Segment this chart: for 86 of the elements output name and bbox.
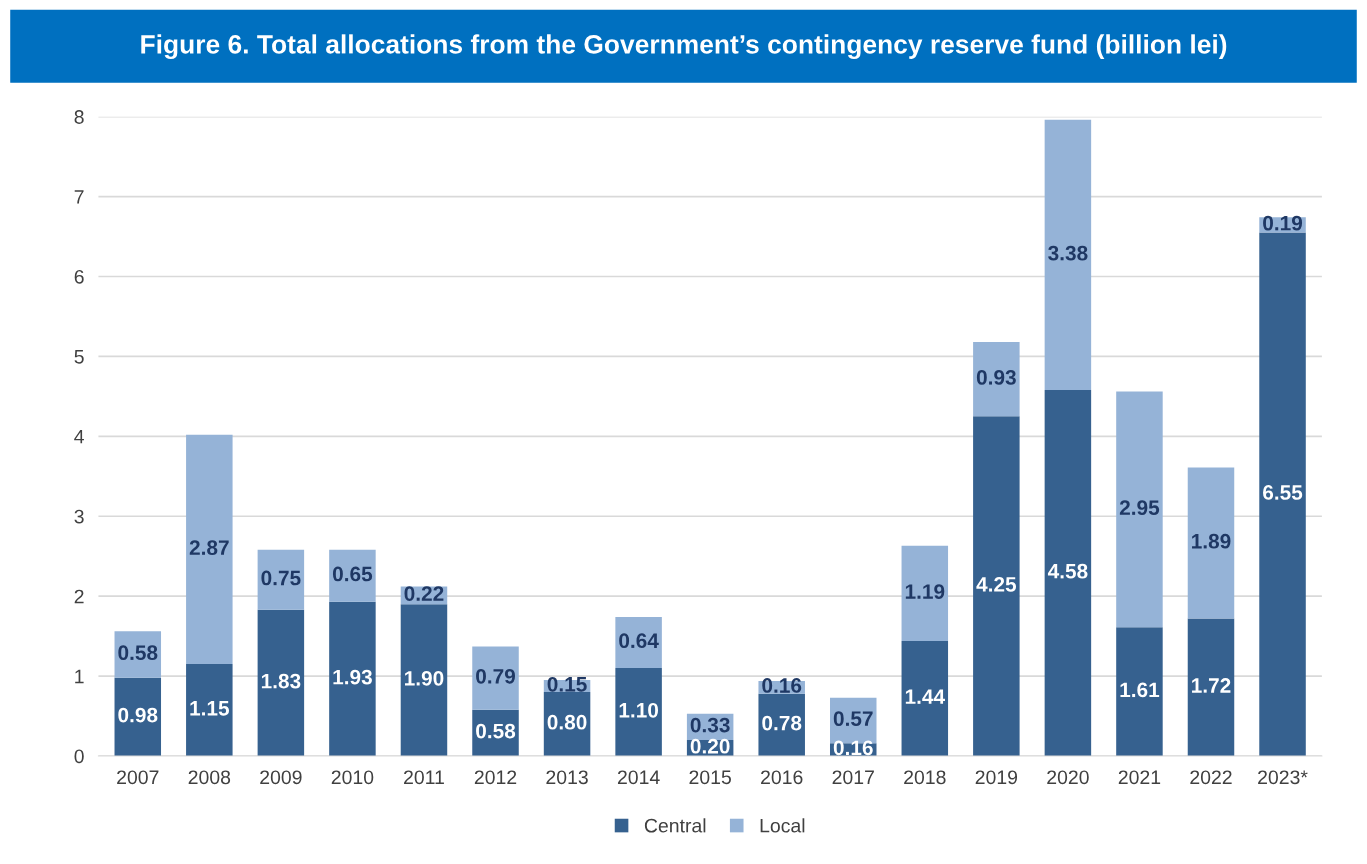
data-label: 1.72 [1192, 678, 1231, 693]
bar [114, 677, 162, 756]
bar [1187, 467, 1235, 619]
data-label: 1.10 [619, 702, 659, 718]
y-tick-label: 3 [74, 509, 84, 524]
data-label: 0.79 [476, 668, 516, 684]
y-tick-label: 1 [75, 669, 84, 684]
bar [1187, 618, 1235, 756]
bar [257, 609, 305, 756]
bar [1259, 232, 1306, 756]
x-tick-label: 2016 [761, 770, 803, 785]
data-label: 0.19 [1263, 215, 1303, 231]
data-label: 3.38 [1048, 245, 1088, 261]
data-label: 0.65 [332, 566, 373, 582]
data-label: 0.98 [118, 707, 158, 723]
bar [615, 668, 662, 756]
x-tick-label: 2017 [832, 770, 874, 785]
legend-label: Central [644, 818, 706, 833]
data-label: 4.58 [1047, 563, 1088, 579]
bar [1044, 119, 1092, 390]
x-tick-label: 2012 [474, 770, 517, 785]
bar [400, 604, 448, 756]
x-tick-label: 2010 [331, 770, 374, 785]
bar [1116, 391, 1163, 628]
data-label: 1.15 [190, 701, 230, 716]
bar [1116, 627, 1163, 756]
data-label: 0.33 [690, 717, 730, 733]
legend-label: Local [760, 818, 805, 833]
bar [973, 416, 1020, 756]
data-label: 0.93 [976, 370, 1016, 385]
data-label: 0.80 [547, 714, 587, 730]
bar [758, 693, 805, 756]
x-tick-label: 2019 [975, 770, 1018, 785]
data-label: 6.55 [1263, 485, 1303, 500]
x-tick-label: 2018 [904, 770, 946, 785]
y-tick-label: 4 [74, 429, 84, 444]
bar [186, 434, 233, 665]
data-label: 2.95 [1119, 500, 1160, 516]
x-tick-label: 2023* [1258, 770, 1308, 785]
y-tick-label: 6 [74, 269, 84, 284]
data-label: 0.75 [261, 570, 301, 586]
data-label: 1.93 [333, 669, 372, 685]
data-label: 0.22 [404, 586, 444, 601]
y-tick-label: 5 [74, 350, 84, 364]
x-tick-label: 2014 [617, 770, 660, 785]
data-label: 0.58 [476, 723, 516, 739]
x-tick-label: 2011 [404, 770, 444, 785]
bar [257, 549, 305, 610]
data-label: 0.78 [762, 715, 802, 731]
bar [615, 616, 662, 669]
x-tick-label: 2021 [1118, 770, 1161, 785]
data-label: 0.57 [833, 711, 873, 727]
data-label: 1.83 [261, 673, 301, 689]
data-label: 0.16 [833, 740, 873, 756]
y-tick-label: 7 [74, 190, 84, 204]
data-label: 1.90 [405, 670, 444, 686]
data-label: 1.19 [905, 584, 945, 599]
data-label: 0.16 [762, 678, 802, 693]
bar [973, 342, 1020, 417]
x-tick-label: 2020 [1047, 770, 1089, 785]
bar [329, 549, 376, 602]
x-tick-label: 2009 [260, 770, 302, 785]
data-label: 0.64 [619, 633, 659, 649]
bar [901, 640, 949, 756]
data-label: 1.61 [1120, 682, 1160, 698]
x-tick-label: 2013 [546, 770, 588, 785]
data-label: 4.25 [976, 577, 1017, 592]
y-tick-label: 8 [74, 110, 84, 124]
y-tick-label: 2 [74, 589, 84, 604]
data-label: 1.44 [905, 689, 945, 704]
chart-title: Figure 6. Total allocations from the Government’s contingency reserve fund (billion lei) [141, 34, 1227, 60]
data-label: 0.20 [690, 738, 730, 754]
bar [186, 664, 233, 756]
data-label: 0.58 [118, 645, 158, 661]
data-label: 0.15 [547, 676, 587, 692]
x-tick-label: 2007 [117, 770, 159, 785]
data-label: 1.89 [1192, 533, 1231, 549]
x-tick-label: 2015 [689, 770, 731, 785]
x-tick-label: 2022 [1190, 770, 1232, 785]
bar [1044, 389, 1092, 756]
data-label: 2.87 [189, 540, 229, 555]
bar [329, 601, 376, 756]
x-tick-label: 2008 [188, 770, 231, 785]
y-tick-label: 0 [74, 749, 84, 764]
bar [472, 646, 519, 710]
bar [901, 545, 949, 641]
